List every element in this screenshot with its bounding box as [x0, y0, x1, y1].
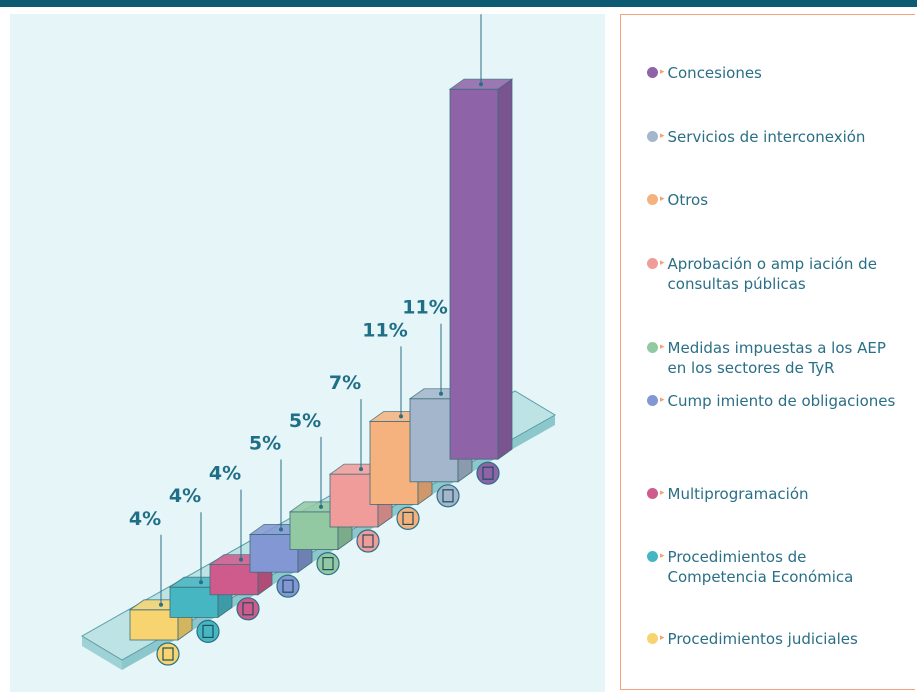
legend-swatch	[647, 131, 658, 142]
leader-dot	[439, 392, 443, 396]
legend: ▸Concesiones▸Servicios de interconexión▸…	[620, 14, 915, 690]
legend-arrow: ▸	[660, 633, 665, 643]
legend-label: Cump imiento de obligaciones	[668, 391, 896, 411]
legend-swatch	[647, 488, 658, 499]
legend-label: Aprobación o amp iación de consultas púb…	[668, 254, 898, 294]
legend-item: ▸Procedimientos de Competencia Económica	[647, 547, 907, 587]
legend-item: ▸Procedimientos judiciales	[647, 629, 907, 649]
value-label: 11%	[402, 297, 447, 319]
icon	[357, 530, 379, 552]
leader-dot	[319, 505, 323, 509]
legend-label: Otros	[668, 190, 709, 210]
legend-label: Procedimientos de Competencia Económica	[668, 547, 878, 587]
legend-swatch	[647, 551, 658, 562]
leader-dot	[159, 603, 163, 607]
value-label: 5%	[249, 432, 281, 454]
legend-label: Medidas impuestas a los AEP en los secto…	[668, 338, 893, 378]
legend-swatch	[647, 342, 658, 353]
legend-arrow: ▸	[660, 258, 665, 268]
legend-item: ▸Multiprogramación	[647, 484, 907, 504]
icon	[277, 575, 299, 597]
top-bar	[0, 0, 917, 7]
legend-swatch	[647, 633, 658, 644]
legend-swatch	[647, 67, 658, 78]
value-label: 4%	[129, 508, 161, 530]
leader-dot	[239, 558, 243, 562]
icon	[397, 507, 419, 529]
chart: 4%4%4%5%5%7%11%11%49%	[10, 14, 605, 692]
legend-arrow: ▸	[660, 194, 665, 204]
value-label: 4%	[169, 485, 201, 507]
value-label: 5%	[289, 410, 321, 432]
legend-arrow: ▸	[660, 342, 665, 352]
legend-arrow: ▸	[660, 488, 665, 498]
chart-background	[10, 14, 605, 692]
value-label: 11%	[362, 319, 407, 341]
legend-label: Procedimientos judiciales	[668, 629, 858, 649]
leader-dot	[199, 580, 203, 584]
icon	[437, 485, 459, 507]
value-label: 4%	[209, 463, 241, 485]
legend-swatch	[647, 258, 658, 269]
value-label: 7%	[329, 372, 361, 394]
leader-dot	[399, 414, 403, 418]
legend-item: ▸Cump imiento de obligaciones	[647, 391, 907, 411]
legend-swatch	[647, 395, 658, 406]
leader-dot	[279, 527, 283, 531]
bar-side	[498, 79, 512, 459]
legend-label: Servicios de interconexión	[668, 127, 866, 147]
legend-label: Multiprogramación	[668, 484, 809, 504]
legend-item: ▸Servicios de interconexión	[647, 127, 907, 147]
legend-item: ▸Aprobación o amp iación de consultas pú…	[647, 254, 907, 294]
icon	[157, 643, 179, 665]
legend-arrow: ▸	[660, 395, 665, 405]
legend-label: Concesiones	[668, 63, 762, 83]
legend-item: ▸Medidas impuestas a los AEP en los sect…	[647, 338, 907, 378]
legend-swatch	[647, 194, 658, 205]
legend-item: ▸Concesiones	[647, 63, 907, 83]
icon	[197, 620, 219, 642]
icon	[237, 598, 259, 620]
page: {"chart_data": {"type": "bar", "categori…	[0, 0, 917, 698]
legend-arrow: ▸	[660, 131, 665, 141]
icon	[477, 462, 499, 484]
bar-front	[450, 89, 498, 459]
leader-dot	[479, 82, 483, 86]
icon	[317, 553, 339, 575]
legend-item: ▸Otros	[647, 190, 907, 210]
legend-arrow: ▸	[660, 551, 665, 561]
bar	[450, 79, 512, 459]
legend-arrow: ▸	[660, 67, 665, 77]
leader-dot	[359, 467, 363, 471]
